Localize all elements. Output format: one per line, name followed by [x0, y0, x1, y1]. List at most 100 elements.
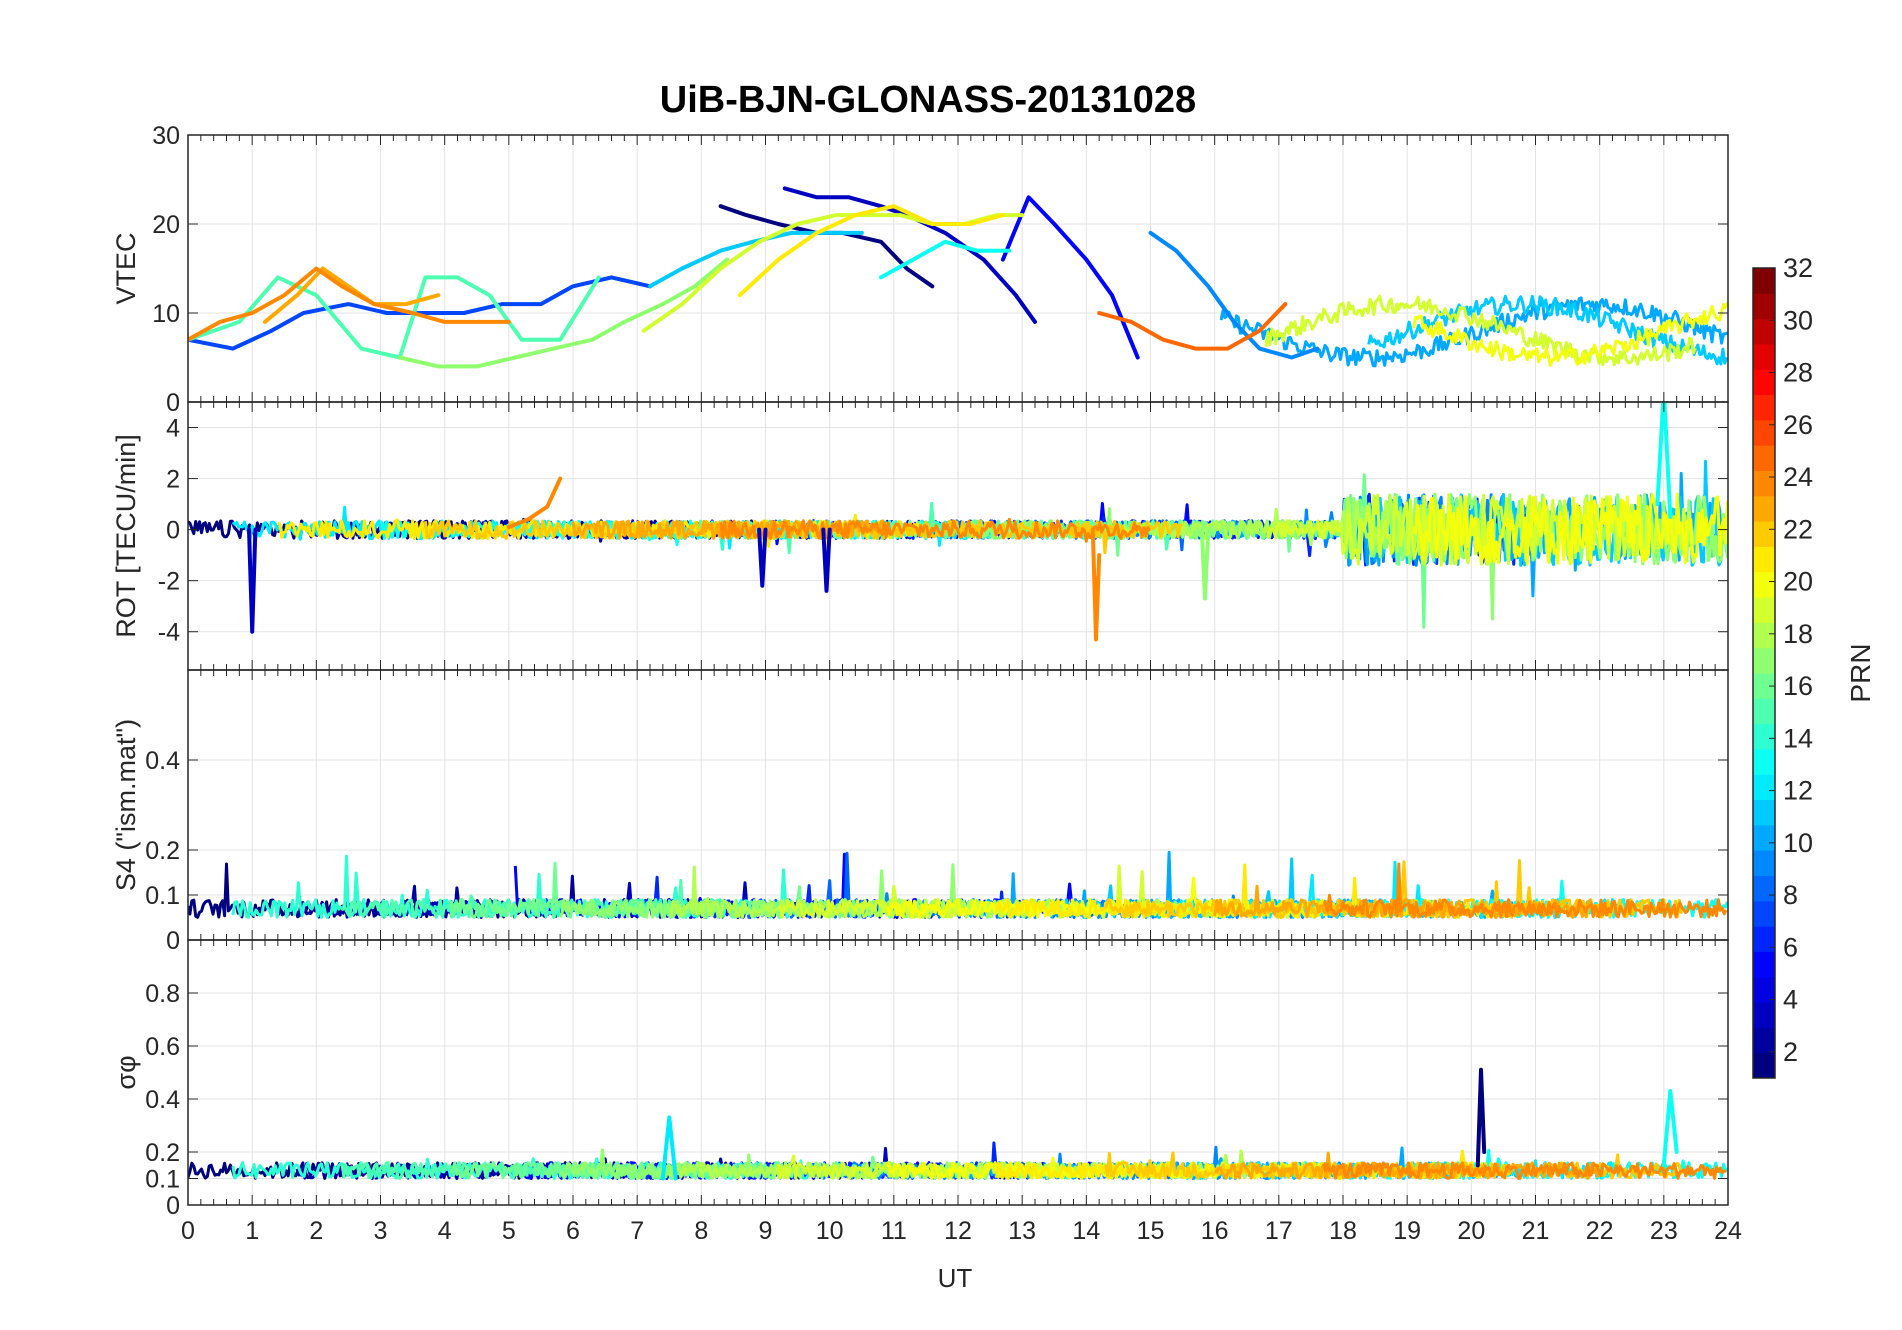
series-group: [247, 402, 1673, 642]
colorbar-bin: [1753, 546, 1775, 573]
x-tick-label: 10: [816, 1217, 844, 1245]
colorbar-tick-label: 26: [1783, 410, 1813, 440]
y-tick-label: 0.2: [145, 837, 180, 865]
x-tick-label: 23: [1650, 1217, 1678, 1245]
x-tick-label: 8: [694, 1217, 708, 1245]
series-group: [660, 1067, 1679, 1181]
x-tick-label: 5: [502, 1217, 516, 1245]
colorbar-tick-label: 4: [1783, 985, 1798, 1015]
colorbar-bin: [1753, 1027, 1775, 1054]
x-tick-label: 17: [1265, 1217, 1293, 1245]
colorbar-tick-label: 8: [1783, 880, 1798, 910]
y-tick-label: 0.1: [145, 1166, 180, 1194]
y-tick-label: 0: [166, 927, 180, 955]
x-tick-label: 15: [1137, 1217, 1165, 1245]
series-prn-13: [1655, 402, 1673, 519]
trace-prn-24: [719, 517, 1152, 543]
y-tick-label: 10: [152, 300, 180, 328]
series-prn-25: [1097, 302, 1288, 351]
trace-prn-19: [1264, 294, 1697, 367]
y-tick-label: 0: [166, 389, 180, 417]
colorbar-bin: [1753, 774, 1775, 801]
x-tick-label: 13: [1008, 1217, 1036, 1245]
colorbar-bin: [1753, 748, 1775, 775]
colorbar-bin: [1753, 723, 1775, 750]
x-tick-label: 4: [438, 1217, 452, 1245]
y-axis-label: S4 ("ism.mat"): [111, 719, 141, 891]
colorbar-bin: [1753, 268, 1775, 294]
y-tick-label: -2: [158, 568, 180, 596]
y-tick-label: 0.1: [145, 882, 180, 910]
x-tick-label: 16: [1201, 1217, 1229, 1245]
series-prn-3: [821, 527, 832, 593]
signal-traces: [1219, 294, 1728, 368]
series-prn-24: [188, 266, 511, 342]
series-prn-3: [757, 527, 768, 588]
colorbar-frame: [1752, 267, 1776, 1079]
series-prn-3: [247, 527, 258, 634]
colorbar-bin: [1753, 875, 1775, 902]
y-axis-label: σφ: [111, 1055, 141, 1089]
series-prn-23: [263, 266, 441, 324]
x-tick-label: 18: [1329, 1217, 1357, 1245]
colorbar-bin: [1753, 1052, 1775, 1079]
colorbar-bin: [1753, 951, 1775, 978]
series-prn-17: [397, 257, 729, 369]
x-tick-label: 1: [245, 1217, 259, 1245]
colorbar-bin: [1753, 824, 1775, 851]
colorbar-bin: [1753, 673, 1775, 699]
series-prn-11: [648, 230, 864, 289]
y-tick-label: -4: [158, 619, 180, 647]
colorbar-bin: [1753, 850, 1775, 876]
colorbar-tick-label: 6: [1783, 932, 1798, 962]
colorbar-bin: [1753, 1002, 1775, 1028]
x-tick-label: 14: [1072, 1217, 1100, 1245]
y-tick-label: 20: [152, 211, 180, 239]
series-prn-17: [1199, 527, 1211, 601]
x-axis-label: UT: [938, 1263, 973, 1293]
x-tick-label: 6: [566, 1217, 580, 1245]
x-tick-label: 11: [881, 1217, 907, 1245]
series-prn-7: [188, 275, 652, 351]
series-prn-1: [1475, 1067, 1487, 1168]
colorbar-tick-label: 12: [1783, 776, 1813, 806]
x-tick-label: 12: [944, 1217, 972, 1245]
colorbar-bin: [1753, 369, 1775, 396]
signal-traces: [188, 850, 1728, 919]
series-prn-24: [1090, 527, 1102, 642]
series-prn-21: [737, 204, 1005, 298]
x-tick-label: 21: [1522, 1217, 1550, 1245]
y-tick-label: 4: [166, 415, 180, 443]
colorbar-tick-label: 16: [1783, 671, 1813, 701]
panel-1: 0 10 20 30 VTEC: [111, 122, 1729, 417]
series-prn-24: [506, 476, 563, 530]
series-group: [188, 186, 1320, 369]
colorbar-bin: [1753, 647, 1775, 674]
colorbar-bin: [1753, 343, 1775, 370]
y-tick-label: 0.4: [145, 1086, 180, 1114]
colorbar-bin: [1753, 495, 1775, 522]
x-tick-label: 7: [630, 1217, 644, 1245]
trace-prn-11: [1367, 294, 1728, 366]
y-axis-label: VTEC: [111, 232, 141, 304]
colorbar-tick-label: 22: [1783, 514, 1813, 544]
colorbar-bin: [1753, 799, 1775, 826]
trace-prn-24: [1322, 862, 1728, 919]
series-prn-12: [660, 1115, 678, 1181]
signal-traces: [188, 459, 1728, 629]
series-prn-13: [1661, 1089, 1679, 1168]
trace-prn-15: [340, 1161, 727, 1180]
x-tick-label: 9: [759, 1217, 773, 1245]
y-tick-label: 0: [166, 517, 180, 545]
x-tick-label: 3: [374, 1217, 388, 1245]
panel-2: -4 -2 0 2 4 ROT [TECU/min]: [111, 401, 1729, 671]
y-tick-label: 2: [166, 466, 180, 494]
y-axis-label: ROT [TECU/min]: [111, 434, 141, 638]
series-prn-5: [1000, 195, 1140, 360]
y-tick-label: 0.4: [145, 747, 180, 775]
colorbar-bin: [1753, 445, 1775, 471]
colorbar-bin: [1753, 318, 1775, 345]
